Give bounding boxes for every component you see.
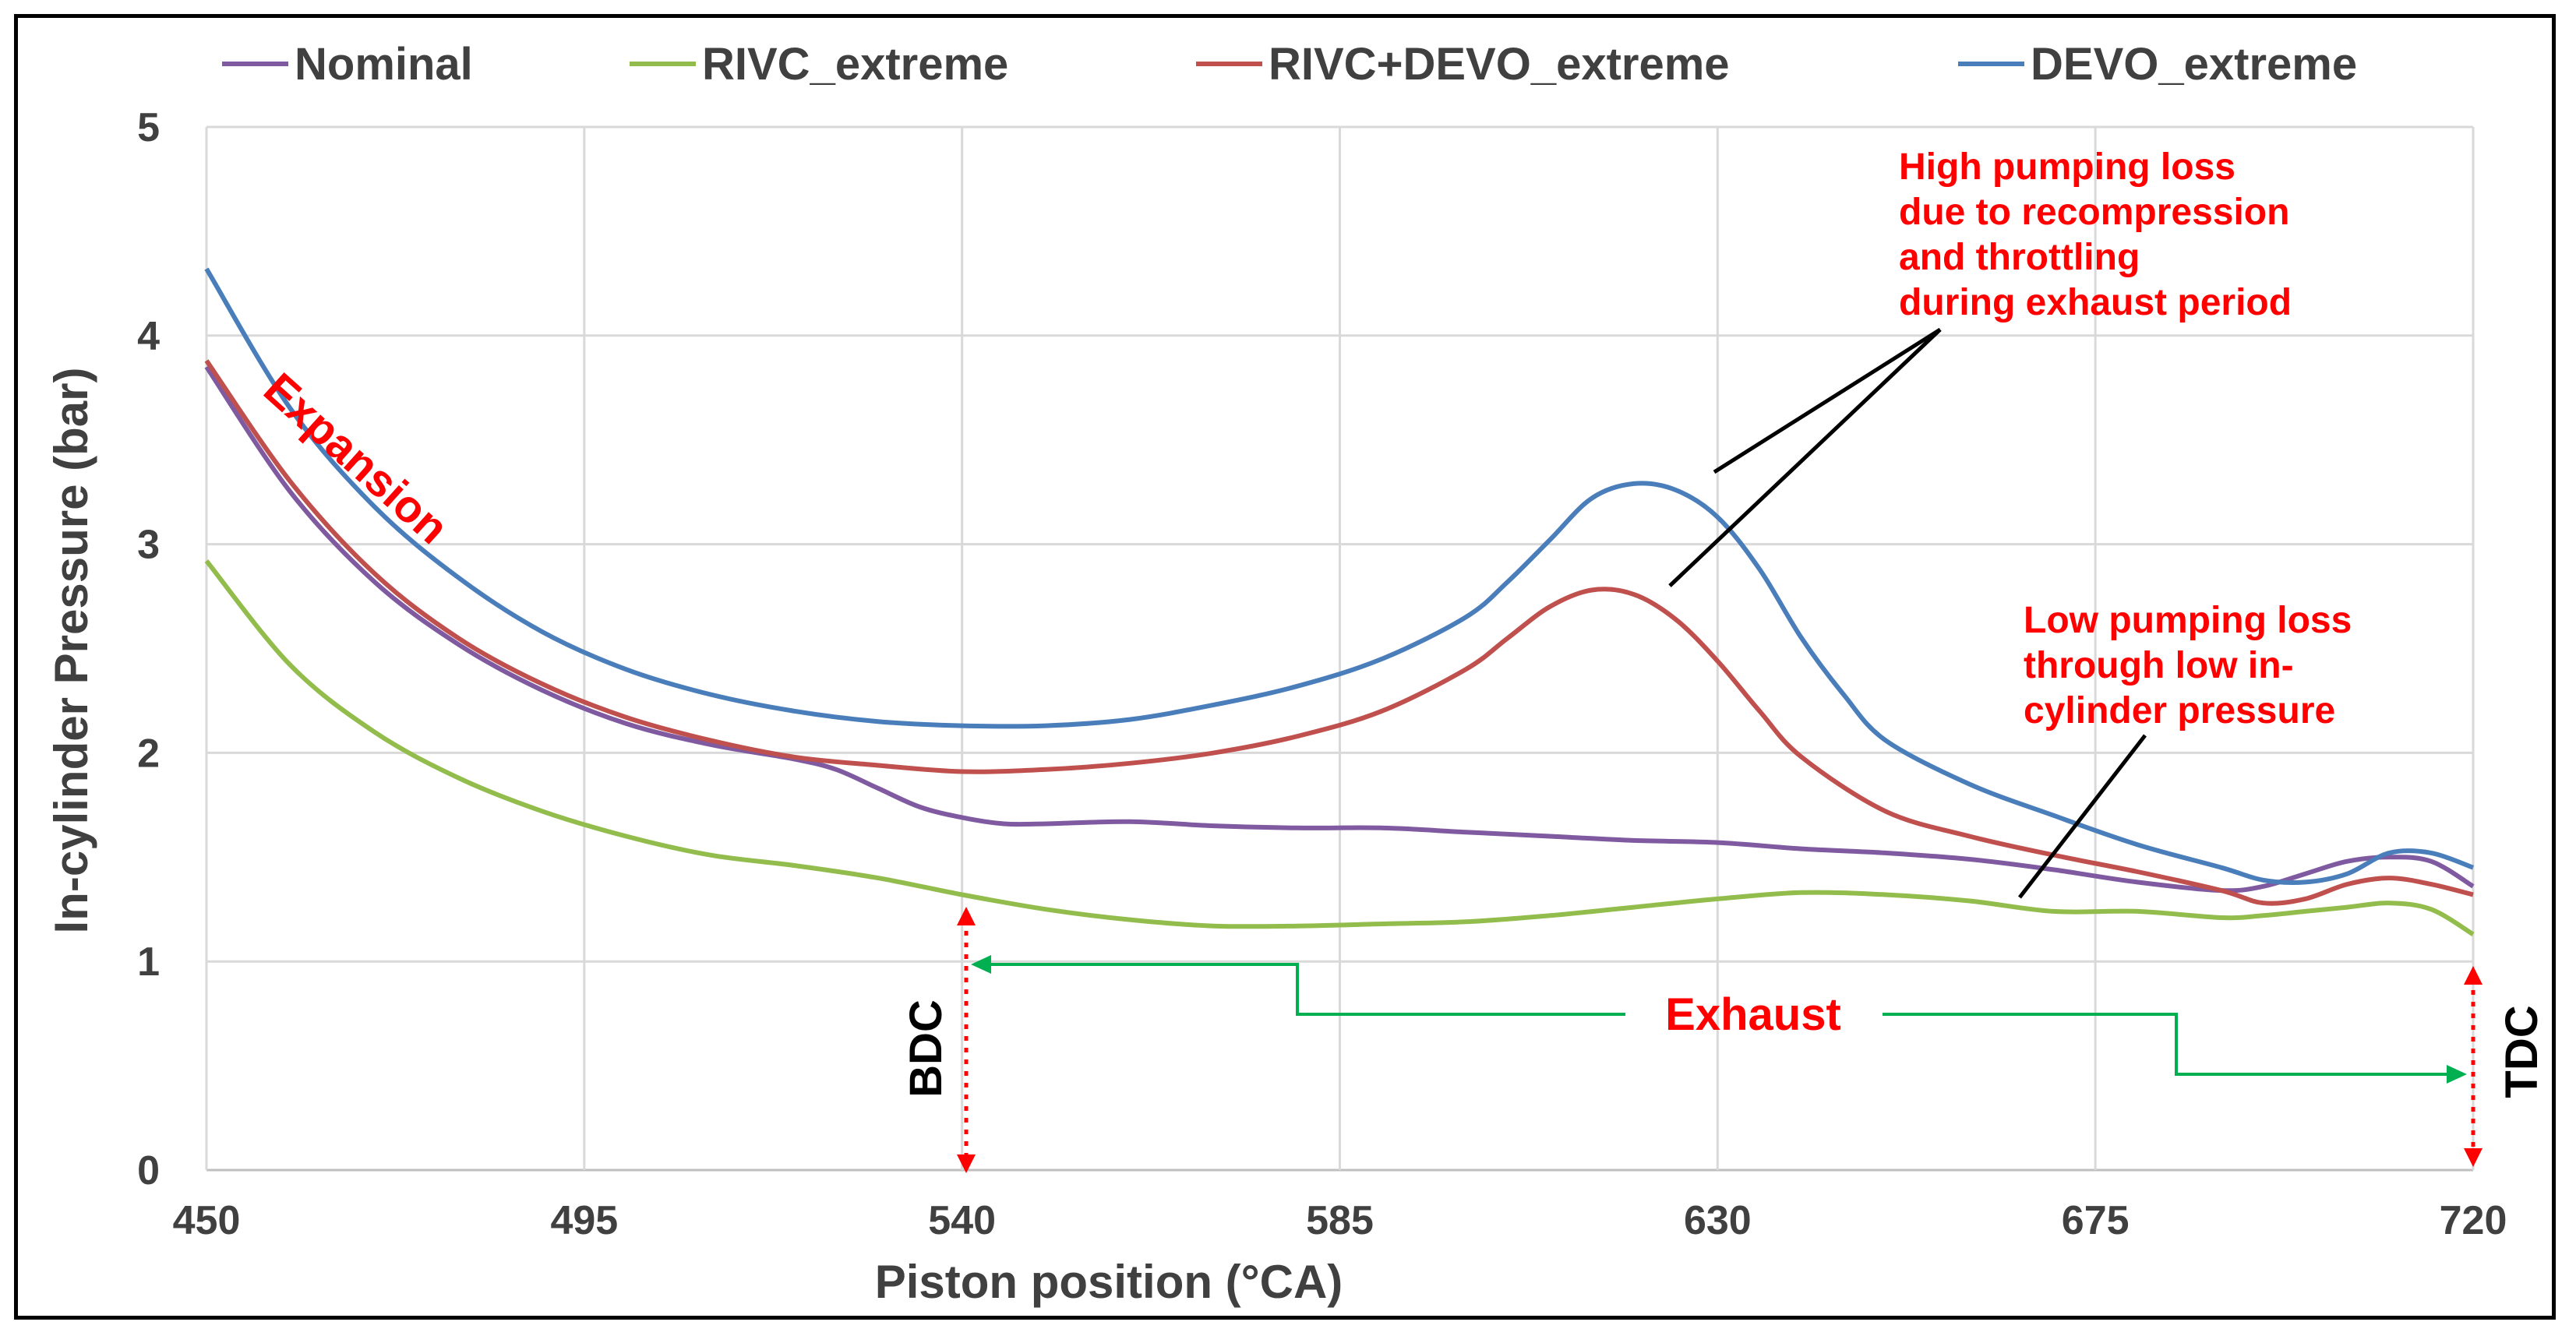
tdc-arrow-down (2464, 1148, 2482, 1167)
low-loss-line-3: cylinder pressure (2024, 690, 2335, 731)
legend-label-nominal: Nominal (295, 39, 473, 90)
y-tick-1: 1 (137, 939, 160, 985)
exhaust-arrow-left (971, 955, 991, 974)
x-tick-720: 720 (2440, 1198, 2507, 1243)
series-lines (204, 267, 2475, 936)
y-tick-4: 4 (137, 314, 160, 359)
legend: Nominal RIVC_extreme RIVC+DEVO_extreme D… (222, 39, 2357, 90)
bdc-arrow-up (957, 907, 976, 925)
exhaust-arrow-right (2447, 1065, 2467, 1084)
series-line-rivc-devo-extreme (204, 359, 2474, 906)
x-axis-title: Piston position (°CA) (875, 1256, 1343, 1308)
expansion-label: Expansion (254, 363, 457, 554)
exhaust-bracket-left (980, 963, 1625, 1016)
x-tick-630: 630 (1684, 1198, 1752, 1243)
bdc-label: BDC (901, 999, 951, 1098)
x-tick-450: 450 (173, 1198, 241, 1243)
series-line-rivc-extreme (204, 559, 2475, 936)
high-loss-pointer-rivc-devo (1668, 328, 1942, 587)
y-tick-3: 3 (137, 523, 160, 568)
series-line-nominal (204, 365, 2475, 894)
x-tick-675: 675 (2062, 1198, 2130, 1243)
low-loss-line-1: Low pumping loss (2024, 600, 2352, 641)
y-tick-labels: 0 1 2 3 4 5 (137, 105, 160, 1193)
grid-lines (205, 125, 2475, 1172)
tdc-label: TDC (2497, 1005, 2547, 1098)
y-axis-title: In-cylinder Pressure (bar) (45, 368, 97, 934)
low-loss-line-2: through low in- (2024, 645, 2294, 686)
exhaust-label: Exhaust (1665, 989, 1841, 1040)
high-loss-line-3: and throttling (1899, 237, 2140, 278)
high-loss-line-1: High pumping loss (1899, 146, 2235, 188)
high-loss-line-4: during exhaust period (1899, 282, 2292, 323)
chart-frame (14, 14, 2556, 1320)
exhaust-bracket-right (1883, 1013, 2456, 1076)
tdc-arrow-up (2464, 966, 2482, 985)
high-loss-pointer-devo (1713, 327, 1942, 474)
y-tick-2: 2 (137, 731, 160, 776)
series-line-devo-extreme (204, 267, 2475, 886)
x-tick-labels: 450 495 540 585 630 675 720 (173, 1198, 2507, 1243)
low-pumping-loss-note: Low pumping loss through low in- cylinde… (2024, 600, 2352, 731)
high-pumping-loss-note: High pumping loss due to recompression a… (1899, 146, 2292, 323)
y-tick-5: 5 (137, 105, 160, 150)
x-tick-585: 585 (1306, 1198, 1374, 1243)
x-tick-495: 495 (550, 1198, 618, 1243)
y-tick-0: 0 (137, 1148, 160, 1193)
legend-label-rivc-devo-extreme: RIVC+DEVO_extreme (1269, 39, 1730, 90)
bdc-arrow-down (957, 1154, 976, 1173)
legend-label-devo-extreme: DEVO_extreme (2031, 39, 2357, 90)
x-tick-540: 540 (928, 1198, 996, 1243)
low-loss-pointer (2018, 734, 2147, 899)
high-loss-line-2: due to recompression (1899, 192, 2289, 233)
legend-label-rivc-extreme: RIVC_extreme (702, 39, 1008, 90)
